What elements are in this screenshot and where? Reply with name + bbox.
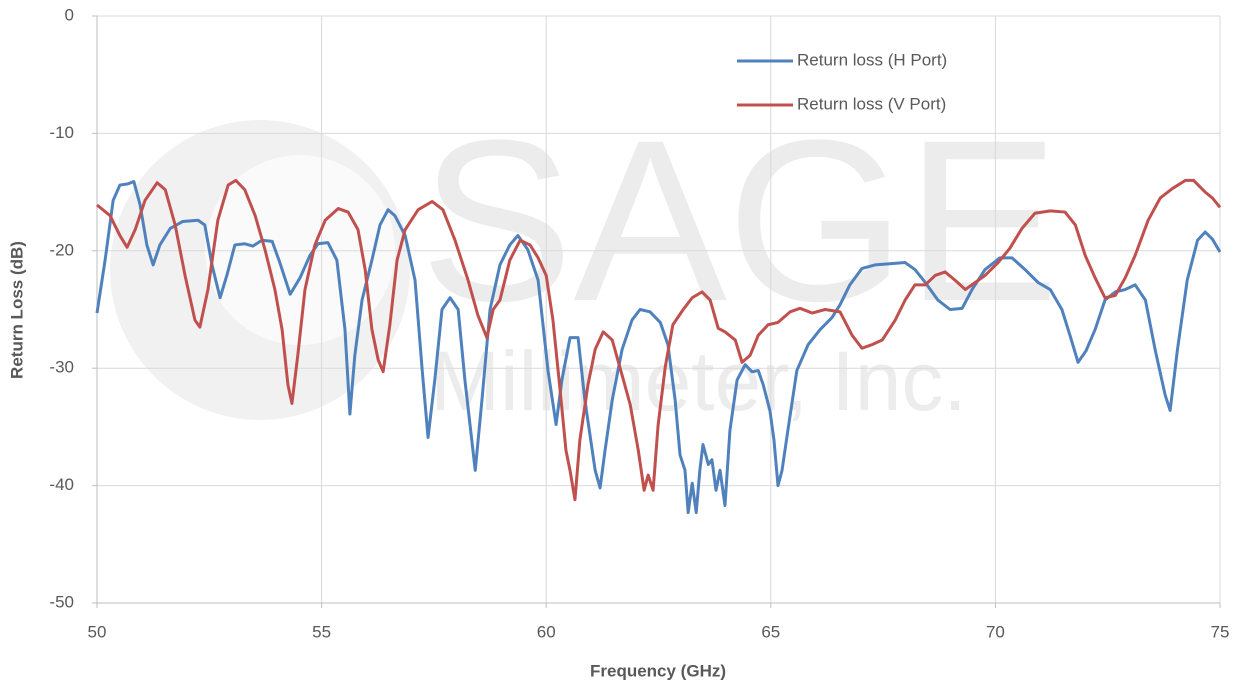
x-axis-title: Frequency (GHz): [590, 661, 726, 680]
y-tick-label: -50: [49, 592, 74, 611]
y-axis-title: Return Loss (dB): [7, 241, 26, 379]
legend-label: Return loss (H Port): [797, 50, 947, 69]
x-tick-label: 55: [312, 622, 331, 641]
watermark-text: SAGE: [420, 92, 1059, 349]
x-tick-label: 60: [537, 622, 556, 641]
x-tick-label: 50: [88, 622, 107, 641]
y-tick-label: -30: [49, 358, 74, 377]
x-tick-label: 75: [1211, 622, 1230, 641]
x-tick-label: 70: [986, 622, 1005, 641]
x-tick-label: 65: [761, 622, 780, 641]
watermark-logo: [205, 155, 395, 345]
series-line: [95, 180, 1222, 515]
watermark-text: Millimeter, Inc.: [430, 334, 967, 428]
y-tick-label: -40: [49, 475, 74, 494]
y-tick-label: 0: [65, 5, 74, 24]
y-tick-label: -10: [49, 123, 74, 142]
watermark: SAGE Millimeter, Inc.: [110, 92, 1059, 428]
legend-label: Return loss (V Port): [797, 94, 946, 113]
y-tick-label: -20: [49, 240, 74, 259]
series-line: [96, 178, 1222, 502]
